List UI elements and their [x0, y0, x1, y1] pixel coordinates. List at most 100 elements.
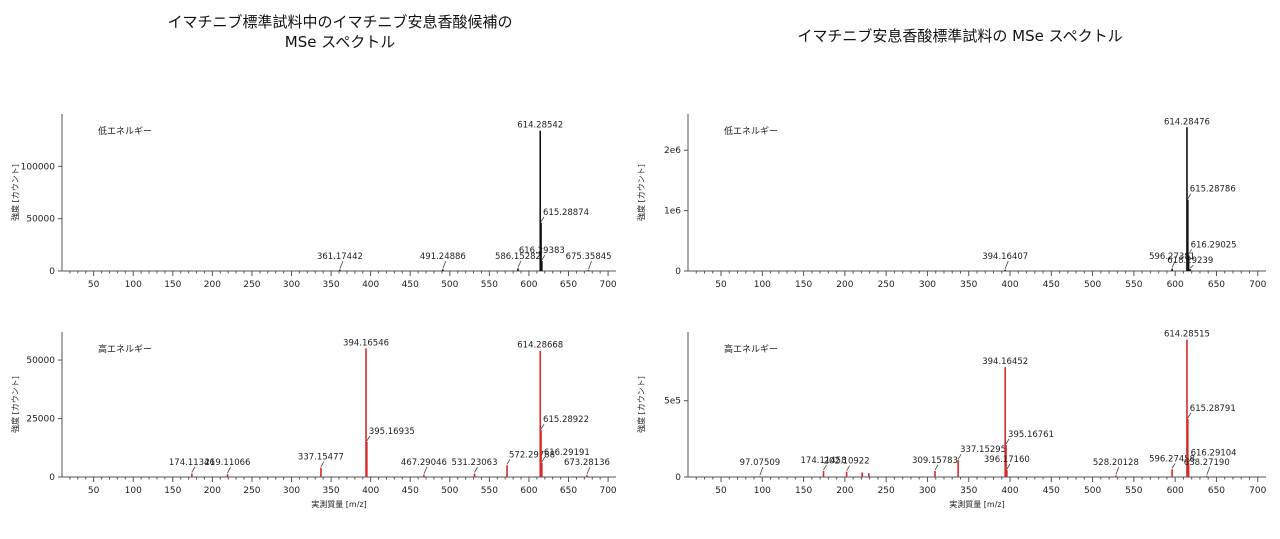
x-tick-label: 600: [1167, 280, 1184, 290]
energy-label: 低エネルギー: [724, 125, 778, 137]
peak-leader: [586, 466, 591, 475]
x-tick-label: 550: [1125, 280, 1142, 290]
y-axis-label: 強度 [カウント]: [10, 164, 20, 221]
peak-leader: [1189, 264, 1194, 269]
x-tick-label: 450: [1043, 486, 1060, 496]
x-tick-label: 600: [520, 280, 537, 290]
peak-leader: [423, 466, 428, 474]
peak-leader: [759, 466, 764, 476]
x-tick-label: 250: [878, 280, 895, 290]
peak-leader: [474, 466, 478, 473]
peak-label: 337.15477: [298, 453, 344, 463]
x-tick-label: 250: [878, 486, 895, 496]
x-tick-label: 200: [204, 280, 221, 290]
peak-label: 673.28136: [564, 458, 610, 468]
peak-label: 97.07509: [740, 458, 781, 468]
spectrum-right-high: 50 100 150 200 250 300 350 400 450 500 550 600 650 70…: [636, 330, 1267, 509]
peak-label: 394.16452: [982, 357, 1028, 367]
peak-leader: [1187, 412, 1192, 419]
x-tick-label: 350: [960, 280, 977, 290]
peak-label: 531.23063: [452, 458, 498, 468]
y-tick-label: 1e6: [664, 207, 681, 217]
peak-label: 596.27381: [1149, 252, 1195, 262]
peak-leader: [1115, 466, 1120, 475]
peak-leader: [541, 254, 546, 261]
x-tick-label: 400: [362, 486, 379, 496]
x-tick-label: 650: [1208, 280, 1225, 290]
peak-leader: [934, 464, 939, 471]
peak-leader: [588, 260, 592, 270]
peak-leader: [1187, 193, 1192, 199]
peak-leader: [191, 466, 196, 473]
y-axis-label: 強度 [カウント]: [636, 376, 646, 433]
x-tick-label: 100: [754, 280, 771, 290]
x-tick-label: 50: [88, 486, 100, 496]
peak-label: 394.16546: [343, 338, 389, 348]
peak-leader: [1006, 463, 1011, 470]
peak-leader: [1004, 260, 1009, 269]
y-tick-label: 100000: [21, 162, 56, 172]
y-tick-label: 25000: [26, 415, 55, 425]
right-panel-title: イマチニブ安息香酸標準試料の MSe スペクトル: [797, 27, 1123, 45]
peak-label: 394.16407: [982, 252, 1028, 262]
peak-label: 396.17160: [984, 455, 1030, 465]
peak-leader: [366, 435, 371, 442]
energy-label: 高エネルギー: [98, 343, 152, 355]
x-axis-label: 実測質量 [m/z]: [311, 499, 366, 509]
x-tick-label: 150: [795, 486, 812, 496]
y-tick-label: 0: [49, 267, 55, 277]
peak-label: 614.28515: [1164, 330, 1210, 340]
x-tick-label: 450: [402, 486, 419, 496]
y-tick-label: 50000: [26, 215, 55, 225]
y-tick-label: 50000: [26, 356, 55, 366]
peak-label: 614.28542: [517, 121, 563, 131]
peak-leader: [1206, 466, 1211, 475]
x-tick-label: 100: [754, 486, 771, 496]
x-tick-label: 600: [1167, 486, 1184, 496]
x-tick-label: 700: [599, 486, 616, 496]
x-tick-label: 250: [243, 486, 260, 496]
peak-label: 618.29239: [1167, 256, 1213, 266]
left-panel-title: イマチニブ標準試料中のイマチニブ安息香酸候補の MSe スペクトル: [167, 13, 513, 51]
y-tick-label: 2e6: [664, 146, 681, 156]
x-tick-label: 50: [715, 280, 727, 290]
peak-leader: [957, 454, 962, 460]
x-axis-label: 実測質量 [m/z]: [949, 499, 1004, 509]
peak-leader: [541, 456, 546, 463]
peak-leader: [540, 216, 545, 223]
x-tick-label: 450: [402, 280, 419, 290]
peak-leader: [823, 464, 827, 471]
peak-label: 616.29191: [544, 448, 590, 458]
peak-label: 586.15282: [495, 252, 541, 262]
x-tick-label: 700: [1249, 280, 1266, 290]
y-axis-label: 強度 [カウント]: [636, 164, 646, 221]
peak-label: 616.29383: [519, 246, 565, 256]
peak-label: 361.17442: [317, 252, 363, 262]
x-tick-label: 200: [204, 486, 221, 496]
peak-label: 638.27190: [1184, 458, 1230, 468]
y-axis-label: 強度 [カウント]: [10, 376, 20, 433]
y-tick-label: 5e5: [664, 397, 681, 407]
peak-label: 337.15295: [960, 445, 1006, 455]
y-tick-label: 0: [675, 267, 681, 277]
peak-leader: [1171, 260, 1176, 268]
peak-label: 615.28922: [543, 415, 589, 425]
x-tick-label: 200: [836, 280, 853, 290]
spectrum-left-low: 50 100 150 200 250 300 350 400 450 500 550 600 650 70…: [10, 114, 617, 290]
x-tick-label: 650: [560, 280, 577, 290]
peak-label: 202.10922: [824, 457, 870, 467]
peak-label: 528.20128: [1093, 458, 1139, 468]
x-tick-label: 650: [1208, 486, 1225, 496]
peak-label: 616.29025: [1191, 240, 1237, 250]
peak-leader: [1171, 463, 1176, 469]
spectrum-left-high: 50 100 150 200 250 300 350 400 450 500 550 600 650 70…: [10, 332, 617, 509]
peak-leader: [227, 466, 231, 474]
x-tick-label: 300: [919, 486, 936, 496]
x-tick-label: 150: [164, 280, 181, 290]
x-tick-label: 650: [560, 486, 577, 496]
peak-leader: [320, 461, 325, 467]
x-tick-label: 250: [243, 280, 260, 290]
peak-label: 614.28476: [1164, 117, 1210, 127]
x-tick-label: 550: [481, 486, 498, 496]
